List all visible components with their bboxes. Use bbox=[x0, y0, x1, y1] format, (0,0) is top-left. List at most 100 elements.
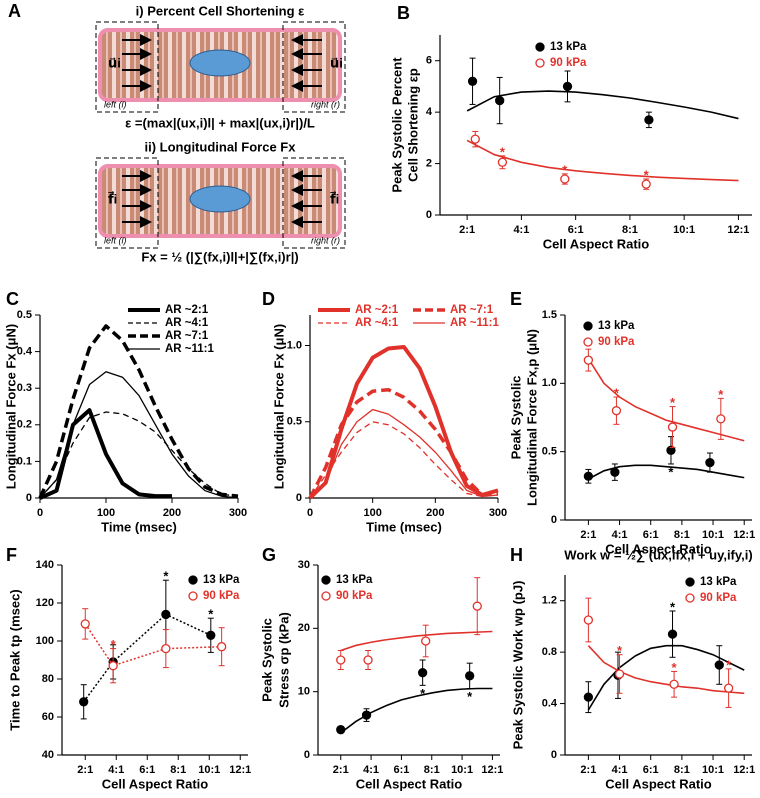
x-axis-label: Cell Aspect Ratio bbox=[543, 236, 649, 251]
point bbox=[421, 636, 431, 646]
x-tick-label: 4:1 bbox=[612, 529, 628, 541]
y-axis-label: Longitudinal Force Fx (μN) bbox=[271, 324, 286, 489]
point bbox=[80, 619, 90, 629]
fit-curve bbox=[466, 90, 739, 120]
vector-label: u⃗i bbox=[330, 55, 343, 70]
point bbox=[614, 669, 625, 679]
significance: * bbox=[562, 162, 568, 177]
x-tick-label: 4:1 bbox=[513, 224, 529, 236]
x-tick-label: 10:1 bbox=[702, 764, 724, 776]
x-tick-label: 200 bbox=[163, 507, 181, 519]
y-tick-label: 0.1 bbox=[17, 455, 32, 467]
y-axis-label: Peak Systolic Work wp (pJ) bbox=[510, 581, 525, 750]
x-tick-label: 6:1 bbox=[643, 529, 659, 541]
point bbox=[667, 629, 678, 639]
y-tick-label: 20 bbox=[298, 622, 310, 634]
y-tick-label: 1.0 bbox=[542, 377, 557, 389]
x-axis-label: Time (msec) bbox=[101, 519, 177, 534]
right-label: right (r) bbox=[311, 235, 340, 245]
point bbox=[465, 671, 475, 681]
legend-label: 90 kPa bbox=[598, 336, 635, 348]
fit-curve bbox=[466, 139, 739, 182]
x-tick-label: 300 bbox=[229, 507, 247, 519]
x-tick-label: 8:1 bbox=[424, 764, 440, 776]
x-tick-label: 8:1 bbox=[622, 224, 638, 236]
arrows bbox=[122, 34, 322, 92]
x-tick-label: 100 bbox=[97, 507, 115, 519]
left-box bbox=[95, 21, 159, 113]
connector bbox=[83, 613, 212, 703]
x-tick-label: 6:1 bbox=[568, 224, 584, 236]
left-label: left (l) bbox=[104, 235, 127, 245]
significance: * bbox=[718, 387, 724, 402]
x-tick-label: 6:1 bbox=[643, 764, 659, 776]
y-axis-label: Time to Peak tp (msec) bbox=[7, 589, 22, 730]
diagram-section: ii) Longitudinal Force Fx f⃗i f⃗i left (… bbox=[95, 139, 346, 264]
x-tick-label: 2:1 bbox=[459, 224, 475, 236]
x-tick-label: 4:1 bbox=[363, 764, 379, 776]
point bbox=[583, 471, 594, 481]
panel-letter: A bbox=[8, 1, 21, 21]
legend-swatch bbox=[685, 577, 695, 587]
y-tick-label: 60 bbox=[42, 711, 54, 723]
legend-swatch bbox=[535, 42, 545, 52]
x-tick-label: 12:1 bbox=[727, 224, 749, 236]
point bbox=[583, 692, 594, 702]
significance: * bbox=[163, 569, 169, 584]
point bbox=[470, 134, 480, 144]
nucleus bbox=[189, 49, 251, 77]
fit-curve bbox=[340, 630, 493, 652]
legend-label: AR ~7:1 bbox=[165, 330, 209, 342]
legend-label: AR ~2:1 bbox=[355, 304, 399, 316]
legend-label: 13 kPa bbox=[550, 41, 587, 53]
y-tick-label: 0 bbox=[551, 749, 557, 761]
vector-label: f⃗i bbox=[107, 191, 117, 206]
nucleus bbox=[189, 185, 251, 213]
x-axis-label: Cell Aspect Ratio bbox=[102, 776, 208, 791]
point bbox=[161, 643, 171, 654]
y-tick-label: 30 bbox=[298, 559, 310, 571]
equation: Fx = ½ (|∑(fx,i)l|+|∑(fx,i)r|) bbox=[141, 249, 298, 264]
line bbox=[39, 408, 172, 500]
x-tick-label: 2:1 bbox=[77, 764, 93, 776]
point bbox=[361, 710, 372, 720]
point bbox=[560, 174, 570, 184]
panel-letter: B bbox=[397, 3, 410, 23]
y-tick-label: 0 bbox=[551, 514, 557, 526]
x-tick-label: 12:1 bbox=[481, 764, 503, 776]
significance: * bbox=[614, 385, 620, 400]
x-tick-label: 8:1 bbox=[170, 764, 186, 776]
legend-label: AR ~2:1 bbox=[165, 304, 209, 316]
fit-curve bbox=[587, 644, 745, 711]
point bbox=[417, 668, 428, 678]
y-tick-label: 100 bbox=[36, 635, 54, 647]
point bbox=[216, 642, 227, 652]
point bbox=[336, 725, 346, 735]
legend-label: 90 kPa bbox=[700, 592, 737, 604]
line bbox=[309, 408, 499, 499]
y-axis-label: Stress σp (kPa) bbox=[276, 612, 291, 708]
y-tick-label: 0 bbox=[426, 209, 432, 221]
point bbox=[79, 697, 89, 707]
y-tick-label: 0 bbox=[296, 492, 302, 504]
x-tick-label: 4:1 bbox=[612, 764, 628, 776]
y-tick-label: 4 bbox=[426, 106, 433, 118]
legend-swatch bbox=[321, 591, 331, 601]
x-tick-label: 12:1 bbox=[733, 529, 755, 541]
y-tick-label: 1.2 bbox=[542, 595, 557, 607]
significance: * bbox=[420, 686, 426, 701]
legend-swatch bbox=[583, 337, 593, 347]
legend-label: 90 kPa bbox=[550, 57, 587, 69]
point bbox=[161, 609, 171, 620]
left-label: left (l) bbox=[104, 99, 127, 109]
legend-label: 90 kPa bbox=[203, 590, 240, 602]
legend-swatch bbox=[188, 591, 198, 601]
section-title: i) Percent Cell Shortening ε bbox=[136, 3, 305, 18]
point bbox=[611, 406, 622, 416]
legend-label: AR ~11:1 bbox=[450, 317, 500, 329]
x-tick-label: 100 bbox=[363, 507, 381, 519]
diagram-section: i) Percent Cell Shortening ε u⃗i u⃗i lef… bbox=[95, 3, 346, 130]
point bbox=[644, 115, 654, 125]
x-tick-label: 8:1 bbox=[674, 529, 690, 541]
left-box bbox=[95, 157, 159, 249]
